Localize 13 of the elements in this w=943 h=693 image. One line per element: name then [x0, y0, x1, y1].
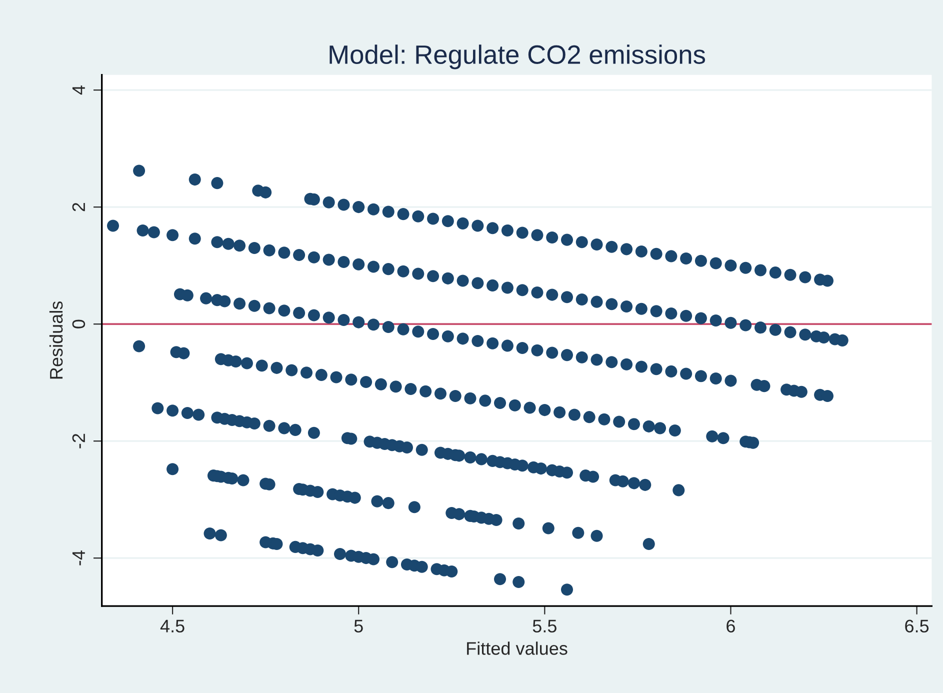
- y-tick-label: 4: [72, 86, 85, 95]
- x-tick-label: 6.5: [905, 620, 929, 632]
- y-axis-title: Residuals: [49, 301, 63, 379]
- x-tick-label: 6: [726, 620, 735, 632]
- y-tick-label: -4: [72, 550, 85, 566]
- x-tick-label: 5.5: [532, 620, 556, 632]
- chart-title: Model: Regulate CO2 emissions: [330, 44, 706, 70]
- x-tick-label: 4.5: [160, 620, 184, 632]
- x-axis-title: Fitted values: [467, 642, 568, 655]
- y-tick-label: 2: [72, 202, 85, 212]
- x-tick-label: 5: [354, 620, 363, 632]
- y-tick-label: -2: [72, 434, 85, 448]
- y-tick-label: 0: [72, 320, 86, 328]
